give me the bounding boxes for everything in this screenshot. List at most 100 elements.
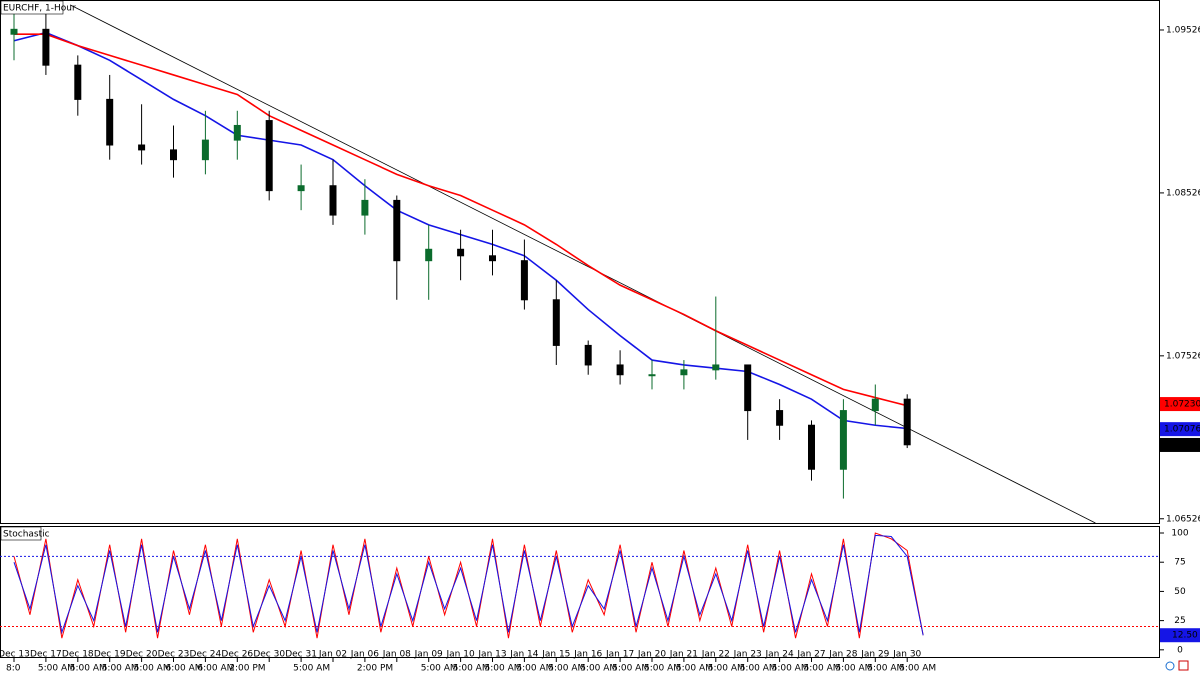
x-tick-label: Dec 19 (94, 650, 126, 660)
x-tick-label: Jan 02 (318, 650, 347, 660)
x-time-label: 5:00 AM (580, 664, 617, 674)
x-tick-label: Jan 17 (605, 650, 634, 660)
moving-average (14, 33, 908, 407)
x-tick-label: Jan 22 (701, 650, 730, 660)
x-tick-label: Dec 13 (0, 650, 30, 660)
x-tick-label: Dec 24 (190, 650, 222, 660)
x-tick-label: Dec 17 (30, 650, 62, 660)
x-time-label: 5:00 AM (70, 664, 107, 674)
x-time-label: 5:00 AM (293, 664, 330, 674)
x-tick-label: Jan 06 (350, 650, 379, 660)
candle-body (74, 64, 82, 100)
candle-body (520, 260, 528, 301)
y-tick-label: 50 (1174, 587, 1186, 597)
candle-body (489, 255, 496, 262)
candle-body (903, 398, 911, 446)
x-tick-label: Dec 20 (126, 650, 158, 660)
x-time-label: 5:00 AM (548, 664, 585, 674)
x-tick-label: Dec 31 (285, 650, 317, 660)
price-tag (1160, 397, 1200, 412)
y-tick-label: 1.06526 (1166, 514, 1200, 524)
x-tick-label: Dec 30 (253, 650, 285, 660)
candle-body (329, 185, 337, 216)
x-tick-label: Jan 15 (541, 650, 570, 660)
x-tick-label: Jan 30 (892, 650, 921, 660)
x-time-label: 5:00 AM (740, 664, 777, 674)
candle-body (680, 369, 688, 376)
x-time-label: 5:00 AM (644, 664, 681, 674)
candle-body (42, 28, 50, 66)
title-box (0, 526, 42, 541)
x-tick-label: Jan 10 (446, 650, 475, 660)
candle-body (361, 199, 369, 216)
stochastic-line (13, 534, 924, 636)
candle-body (712, 364, 720, 371)
x-tick-label: Jan 20 (637, 650, 666, 660)
x-time-label: 5:00 AM (134, 664, 171, 674)
x-time-label: 5:00 AM (38, 664, 75, 674)
y-tick-label: 1.07526 (1166, 351, 1200, 361)
price-tag (1160, 422, 1200, 437)
candle-body (839, 410, 847, 470)
candle-body (744, 364, 752, 412)
title-box (0, 0, 64, 15)
price-tag-label: 1.07230 (1164, 400, 1200, 410)
trendline (69, 4, 1096, 524)
candle-body (170, 149, 177, 161)
x-time-label: 5:00 AM (772, 664, 809, 674)
x-time-label: 6:00 AM (166, 664, 203, 674)
x-time-label: 5:00 AM (612, 664, 649, 674)
x-tick-label: Jan 13 (477, 650, 506, 660)
x-tick-label: Jan 16 (573, 650, 602, 660)
price-tag-label: 1.06979 (1164, 440, 1200, 450)
x-time-label: 5:00 AM (516, 664, 553, 674)
x-time-label: 5:00 AM (676, 664, 713, 674)
candle-body (233, 124, 241, 141)
x-time-label: 5:00 AM (835, 664, 872, 674)
x-tick-label: Jan 23 (733, 650, 762, 660)
x-time-label: 5:00 AM (421, 664, 458, 674)
x-tick-label: Jan 08 (382, 650, 411, 660)
x-tick-label: Jan 29 (860, 650, 889, 660)
x-tick-label: Jan 14 (509, 650, 538, 660)
chart-title: EURCHF, 1-Hour (3, 4, 76, 14)
x-tick-label: Jan 24 (765, 650, 794, 660)
y-tick-label: 25 (1174, 616, 1185, 626)
price-tag (1160, 437, 1200, 452)
candle-body (106, 98, 114, 146)
price-tag-label: 1.07076 (1164, 425, 1200, 435)
candle-body (584, 344, 592, 366)
candle-body (425, 248, 433, 262)
y-tick-label: 100 (1171, 529, 1188, 539)
x-time-label: 6:00 AM (197, 664, 234, 674)
y-tick-label: 1.08526 (1166, 188, 1200, 198)
x-time-label: 5:00 AM (485, 664, 522, 674)
candle-body (201, 139, 209, 161)
x-tick-label: Jan 28 (828, 650, 857, 660)
x-time-label: 2:00 PM (229, 664, 265, 674)
y-tick-label: 75 (1174, 558, 1185, 568)
x-time-label: 5:00 AM (453, 664, 490, 674)
candle-body (10, 28, 18, 35)
candle-body (552, 299, 560, 346)
x-tick-label: Jan 27 (796, 650, 825, 660)
price-panel (0, 0, 1160, 524)
y-tick-label: 0 (1177, 645, 1183, 655)
x-time-label: 2:00 PM (357, 664, 393, 674)
y-tick-label: 1.09526 (1166, 25, 1200, 35)
candle-body (297, 185, 305, 192)
x-tick-label: Jan 21 (669, 650, 698, 660)
icon[interactable] (1165, 661, 1175, 671)
chart-icons[interactable] (1165, 660, 1189, 671)
value-tag (1160, 628, 1200, 643)
icon[interactable] (1178, 660, 1189, 671)
stochastic-line (13, 532, 924, 639)
x-tick-label: Dec 18 (62, 650, 94, 660)
x-tick-label: Dec 23 (158, 650, 190, 660)
x-time-label: 5:00 AM (899, 664, 936, 674)
x-time-label: 5:00 AM (867, 664, 904, 674)
candle-body (616, 364, 624, 376)
candle-body (808, 424, 815, 470)
candle-body (265, 120, 273, 192)
x-tick-label: Jan 09 (414, 650, 443, 660)
